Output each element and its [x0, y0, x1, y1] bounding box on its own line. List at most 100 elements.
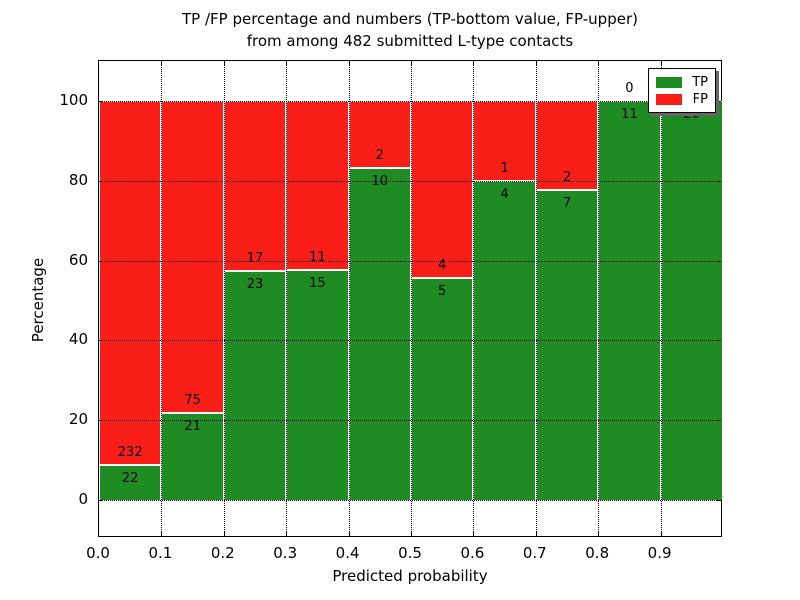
legend-swatch-tp: [656, 77, 682, 88]
bar-tp-1: [161, 412, 224, 500]
y-tick-mark: [99, 101, 103, 102]
x-tick-mark: [161, 61, 163, 65]
y-tick-mark: [99, 340, 103, 342]
legend-label-tp: TP: [692, 75, 708, 90]
gridline-vertical: [411, 61, 413, 536]
x-tick-label-0.1: 0.1: [148, 544, 173, 562]
bar-tp-8: [598, 101, 661, 500]
gridline-vertical: [535, 61, 538, 536]
bar-fp-0: [99, 101, 162, 466]
y-tick-label-40: 40: [68, 330, 88, 349]
x-tick-mark: [535, 532, 537, 536]
count-label-tp-6: 4: [500, 186, 509, 202]
count-label-tp-1: 21: [184, 418, 201, 434]
count-label-fp-5: 4: [438, 258, 447, 274]
x-tick-label-0.4: 0.4: [335, 544, 360, 562]
gridline-horizontal: [99, 180, 721, 183]
bar-tp-3: [286, 269, 349, 500]
count-label-fp-4: 2: [375, 147, 384, 163]
count-label-fp-2: 17: [246, 250, 264, 266]
chart-title: TP /FP percentage and numbers (TP-bottom…: [0, 8, 800, 52]
legend: TP FP: [648, 68, 716, 113]
legend-label-fp: FP: [692, 92, 708, 107]
y-tick-mark: [99, 500, 103, 501]
bar-tp-7: [535, 189, 599, 500]
legend-entry-tp: TP: [656, 74, 708, 91]
x-tick-label-0.6: 0.6: [460, 544, 485, 562]
x-tick-label-0.5: 0.5: [398, 544, 422, 562]
count-label-fp-7: 2: [562, 169, 572, 185]
gridline-vertical: [161, 61, 163, 536]
x-tick-mark: [660, 532, 662, 536]
x-tick-mark: [223, 532, 225, 536]
x-tick-label-0.9: 0.9: [647, 544, 672, 562]
count-label-tp-5: 5: [438, 284, 447, 300]
x-tick-mark: [535, 61, 537, 65]
x-tick-mark: [660, 61, 662, 65]
gridline-horizontal: [99, 500, 721, 502]
x-tick-label-0.0: 0.0: [86, 544, 110, 562]
gridline-vertical: [286, 61, 288, 536]
x-tick-mark: [286, 61, 288, 65]
gridline-horizontal: [99, 420, 721, 422]
count-label-tp-8: 11: [621, 107, 638, 122]
x-tick-mark: [348, 61, 350, 65]
y-tick-label-100: 100: [59, 91, 88, 109]
bar-fp-3: [286, 101, 349, 270]
count-label-fp-0: 232: [117, 445, 143, 461]
gridline-horizontal: [99, 340, 721, 342]
x-tick-mark: [161, 532, 163, 536]
y-tick-mark: [99, 420, 103, 422]
bar-fp-6: [473, 101, 536, 181]
count-label-tp-2: 23: [246, 276, 264, 292]
count-label-fp-1: 75: [184, 392, 201, 408]
gridline-vertical: [348, 61, 351, 536]
x-tick-label-0.8: 0.8: [585, 544, 610, 562]
bar-tp-2: [223, 270, 287, 500]
y-tick-mark: [99, 260, 103, 262]
y-tick-mark: [717, 101, 721, 102]
y-tick-mark: [99, 180, 103, 182]
y-tick-mark: [717, 180, 721, 182]
x-tick-mark: [411, 532, 412, 536]
x-tick-label-0.3: 0.3: [273, 544, 298, 562]
x-tick-label-0.2: 0.2: [210, 544, 235, 562]
bar-fp-1: [161, 101, 224, 413]
y-tick-label-80: 80: [68, 170, 88, 189]
count-label-fp-6: 1: [500, 160, 509, 176]
y-tick-label-0: 0: [78, 490, 88, 508]
bar-tp-9: [660, 101, 723, 500]
x-tick-mark: [473, 61, 475, 65]
count-label-tp-4: 10: [371, 173, 389, 189]
chart-title-line2: from among 482 submitted L-type contacts: [246, 32, 574, 50]
x-tick-mark: [598, 61, 600, 65]
y-tick-label-60: 60: [68, 250, 88, 269]
bar-tp-5: [411, 278, 474, 500]
chart-title-line1: TP /FP percentage and numbers (TP-bottom…: [182, 10, 638, 28]
x-tick-label-0.7: 0.7: [522, 544, 547, 562]
y-tick-mark: [717, 340, 721, 342]
y-tick-label-20: 20: [68, 410, 88, 429]
gridline-vertical: [223, 61, 226, 536]
count-label-tp-7: 7: [562, 195, 572, 211]
count-label-tp-3: 15: [309, 275, 326, 291]
bar-fp-2: [223, 101, 287, 271]
x-tick-mark: [286, 532, 288, 536]
legend-swatch-fp: [656, 94, 682, 105]
gridline-vertical: [598, 61, 600, 536]
count-label-fp-3: 11: [309, 249, 326, 265]
x-tick-mark: [473, 532, 475, 536]
x-tick-mark: [411, 61, 412, 65]
y-tick-mark: [717, 420, 721, 422]
x-tick-mark: [598, 532, 600, 536]
gridline-horizontal: [99, 101, 721, 103]
count-label-fp-8: 0: [625, 81, 634, 96]
gridline-horizontal: [99, 260, 721, 263]
y-tick-mark: [717, 260, 721, 262]
x-tick-mark: [348, 532, 350, 536]
bar-tp-4: [348, 167, 411, 500]
bar-fp-5: [411, 101, 474, 279]
count-label-tp-0: 22: [121, 471, 139, 487]
